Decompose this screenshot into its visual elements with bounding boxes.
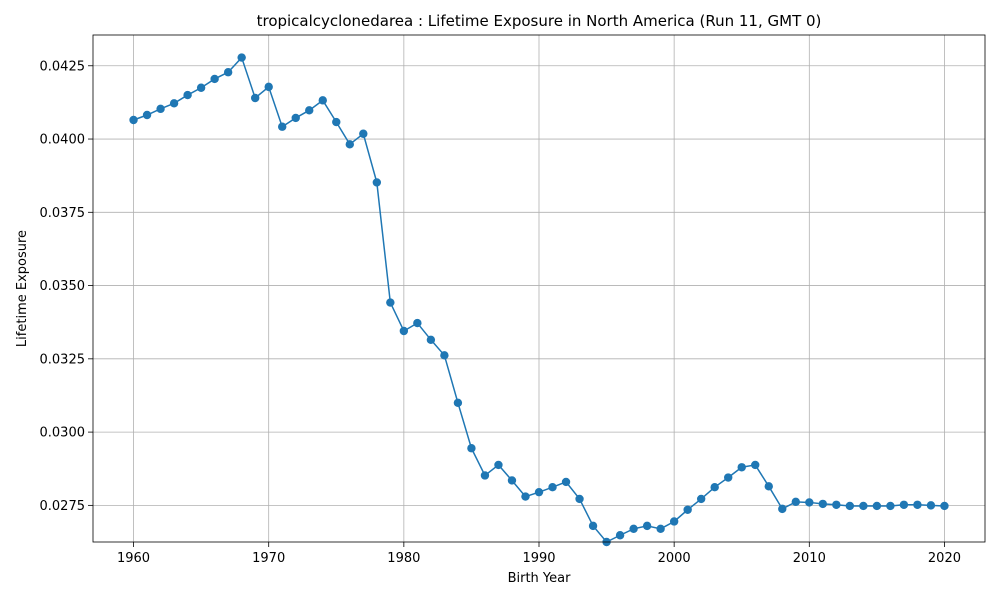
data-point (129, 115, 138, 125)
data-point (764, 482, 773, 491)
data-point (359, 129, 368, 138)
data-point (940, 501, 949, 511)
y-tick-label: 0.0375 (40, 206, 86, 221)
data-point (196, 83, 206, 92)
x-tick-label: 1960 (117, 551, 150, 566)
data-point (278, 122, 287, 131)
data-point (926, 501, 936, 510)
data-point (426, 335, 436, 344)
data-point (223, 68, 233, 77)
data-point (832, 500, 841, 509)
data-point (913, 500, 922, 509)
x-axis-ticks: 1960 1970 1980 1990 2000 2010 2020 (117, 542, 961, 566)
grid-lines (93, 35, 985, 542)
data-point (696, 494, 706, 504)
data-point (575, 494, 584, 504)
y-tick-label: 0.0325 (40, 352, 86, 367)
data-point (386, 298, 395, 307)
data-point (210, 74, 219, 84)
data-point (399, 326, 409, 336)
data-point (669, 517, 679, 526)
data-point (872, 501, 882, 511)
data-point (440, 351, 449, 360)
data-point (656, 524, 665, 534)
data-point (778, 504, 787, 514)
y-tick-label: 0.0350 (40, 279, 86, 294)
data-point (629, 524, 638, 534)
data-point (494, 460, 503, 470)
x-tick-label: 1990 (522, 551, 555, 566)
data-point (683, 505, 692, 514)
data-point (548, 482, 557, 492)
data-point (183, 90, 192, 100)
x-axis-label: Birth Year (508, 571, 572, 586)
data-point (615, 531, 625, 540)
data-point (588, 521, 598, 531)
series-line-group (129, 53, 949, 547)
data-point (305, 106, 314, 115)
data-point (534, 487, 544, 497)
data-point (318, 96, 327, 105)
data-point (156, 104, 165, 114)
data-point (142, 110, 152, 120)
chart-title: tropicalcyclonedarea : Lifetime Exposure… (257, 12, 822, 30)
data-point (413, 318, 422, 328)
data-point (710, 482, 719, 492)
data-point (642, 521, 652, 531)
data-point (791, 497, 800, 507)
data-point (372, 178, 382, 187)
x-tick-label: 2000 (658, 551, 691, 566)
y-tick-label: 0.0300 (40, 426, 86, 441)
data-point (480, 471, 490, 480)
data-point (250, 93, 260, 103)
data-point (899, 500, 909, 509)
data-point (521, 492, 530, 501)
y-tick-label: 0.0425 (40, 59, 86, 74)
data-point (805, 498, 814, 507)
y-axis-ticks: 0.0275 0.0300 0.0325 0.0350 0.0375 0.0400 0.04… (40, 59, 93, 514)
data-point (169, 99, 179, 108)
data-point (859, 501, 868, 511)
data-point (818, 499, 828, 509)
data-point (845, 501, 855, 511)
y-tick-label: 0.0400 (40, 133, 86, 148)
data-point (291, 113, 300, 123)
x-tick-label: 1980 (387, 551, 420, 566)
data-point (737, 463, 746, 472)
data-point (332, 117, 341, 127)
y-tick-label: 0.0275 (40, 499, 86, 514)
x-tick-label: 2020 (928, 551, 961, 566)
data-point (561, 477, 571, 487)
x-tick-label: 1970 (252, 551, 285, 566)
data-point (264, 82, 273, 92)
data-point (751, 460, 760, 470)
data-point (507, 476, 517, 485)
data-point (453, 398, 463, 407)
data-point (345, 140, 354, 149)
data-point (886, 501, 895, 511)
data-point (237, 53, 246, 62)
x-tick-label: 2010 (793, 551, 826, 566)
y-axis-label: Lifetime Exposure (15, 230, 30, 347)
data-point (724, 473, 733, 482)
data-point (467, 444, 476, 453)
